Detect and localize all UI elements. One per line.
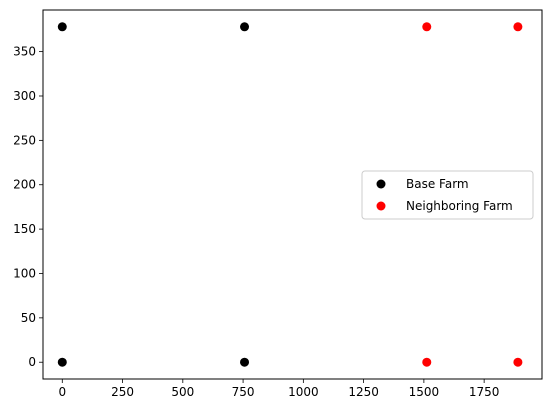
x-tick-label: 1250 [348,385,379,399]
x-axis: 0 250 500 750 1000 1250 1500 1750 [58,379,499,399]
neighboring-farm-point [513,22,523,32]
legend-label-neighboring-farm: Neighboring Farm [406,199,513,213]
legend-marker-neighboring-farm [376,201,386,211]
neighboring-farm-point [422,357,432,367]
y-tick-label: 100 [13,266,36,280]
y-tick-label: 50 [21,311,36,325]
neighboring-farm-point [422,22,432,32]
x-tick-label: 1500 [409,385,440,399]
base-farm-point [240,357,250,367]
legend-box [361,170,534,220]
legend-marker-base-farm [376,179,386,189]
x-tick-label: 1000 [288,385,319,399]
y-tick-label: 150 [13,222,36,236]
base-farm-point [57,22,67,32]
x-tick-label: 0 [58,385,66,399]
base-farm-point [57,357,67,367]
y-tick-label: 0 [28,355,36,369]
x-tick-label: 500 [171,385,194,399]
data-points [57,22,523,367]
x-tick-label: 1750 [469,385,500,399]
y-tick-label: 200 [13,178,36,192]
legend-label-base-farm: Base Farm [406,177,469,191]
x-tick-label: 250 [111,385,134,399]
legend: Base Farm Neighboring Farm [361,170,534,220]
y-axis: 0 50 100 150 200 250 300 350 [13,45,43,369]
y-tick-label: 350 [13,45,36,59]
neighboring-farm-point [513,357,523,367]
y-tick-label: 300 [13,89,36,103]
x-tick-label: 750 [232,385,255,399]
base-farm-point [240,22,250,32]
y-tick-label: 250 [13,133,36,147]
